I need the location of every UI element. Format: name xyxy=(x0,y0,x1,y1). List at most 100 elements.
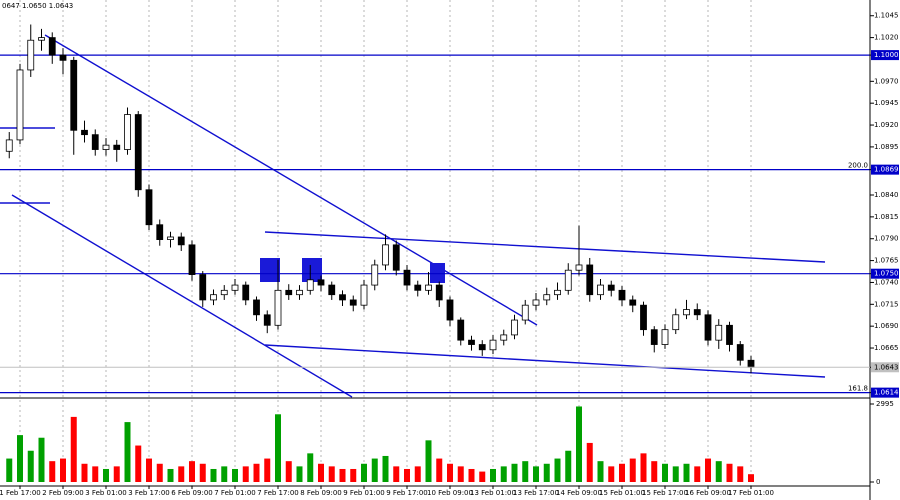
candle-body xyxy=(177,236,185,246)
candle-body xyxy=(693,309,701,316)
volume-bar xyxy=(361,463,367,482)
volume-bar xyxy=(232,468,238,482)
candle-body xyxy=(27,39,35,71)
candle-body xyxy=(500,334,508,341)
candle-body xyxy=(618,289,626,301)
level-label-bg xyxy=(871,164,899,175)
level-label-bg xyxy=(871,387,899,398)
candle-body xyxy=(285,289,293,296)
volume-bar xyxy=(70,416,77,482)
x-tick-label: 2 Feb 09:00 xyxy=(42,489,83,497)
candle-body xyxy=(457,319,465,341)
marks xyxy=(5,24,755,482)
candle-body xyxy=(242,284,250,301)
level-note: 161.8 xyxy=(848,385,868,393)
volume-bar xyxy=(404,468,410,482)
candle-body xyxy=(124,114,131,150)
plot xyxy=(0,34,870,398)
level-label-bg xyxy=(871,268,899,279)
candle-body xyxy=(425,284,432,291)
volume-bar xyxy=(371,458,378,482)
volume-bar xyxy=(597,461,604,482)
volume-bar xyxy=(554,458,561,482)
candle-body xyxy=(704,314,712,341)
volume-bar xyxy=(178,466,185,482)
volume-bar xyxy=(672,466,679,482)
signal-marker xyxy=(430,263,445,283)
volume-bar xyxy=(500,466,507,482)
x-tick-label: 9 Feb 01:00 xyxy=(343,489,384,497)
y-tick-label: 1.0665 xyxy=(874,344,899,352)
candle-body xyxy=(188,244,196,275)
volume-bar xyxy=(339,468,346,482)
volume-bar xyxy=(726,463,733,482)
volume-bar xyxy=(264,458,271,482)
y-tick-label: 1.0643 xyxy=(874,363,899,371)
y-tick-label: 1.1045 xyxy=(874,12,899,20)
x-tick-label: 17 Feb 01:00 xyxy=(728,489,774,497)
candle-body xyxy=(59,54,67,61)
volume-bar xyxy=(382,455,389,482)
volume-bar xyxy=(210,468,217,482)
candle-body xyxy=(81,129,88,136)
y-tick-label: 1.0869 xyxy=(874,166,899,174)
volume-bar xyxy=(436,458,443,482)
candle-body xyxy=(726,324,733,345)
y-tick-label: 1.0945 xyxy=(874,99,899,107)
volume-tick-label: 0 xyxy=(876,478,880,486)
candle-body xyxy=(102,144,110,150)
candle-body xyxy=(478,344,486,351)
candle-body xyxy=(736,344,744,361)
volume-bar xyxy=(350,468,357,482)
volume-bar xyxy=(576,406,582,482)
volume-bar xyxy=(103,468,109,482)
candle-body xyxy=(253,299,260,316)
candle-body xyxy=(650,329,658,345)
candle-body xyxy=(134,114,142,191)
grid xyxy=(19,0,752,486)
trend-line xyxy=(264,231,826,263)
volume-bar xyxy=(6,458,13,482)
volume-bar xyxy=(640,453,647,482)
volume-bar xyxy=(199,463,206,482)
candle-body xyxy=(167,236,174,240)
trend-line xyxy=(11,194,353,398)
candle-body xyxy=(403,269,411,286)
y-tick-label: 1.0840 xyxy=(874,191,899,199)
x-tick-label: 14 Feb 09:00 xyxy=(556,489,602,497)
level-note: 200.0 xyxy=(848,162,868,170)
x-tick-label: 15 Feb 01:00 xyxy=(599,489,645,497)
x-tick-label: 13 Feb 01:00 xyxy=(470,489,516,497)
x-tick-label: 16 Feb 09:00 xyxy=(685,489,731,497)
candle-body xyxy=(435,284,443,301)
volume-bar xyxy=(221,466,228,482)
candle-body xyxy=(339,294,346,301)
volume-bar xyxy=(156,463,163,482)
volume-bar xyxy=(511,463,518,482)
volume-bar xyxy=(242,466,249,482)
volume-bar xyxy=(565,450,572,482)
candle-body xyxy=(511,319,518,336)
candle-body xyxy=(672,314,680,331)
volume-bar xyxy=(737,466,744,482)
candle-body xyxy=(199,274,207,301)
candle-body xyxy=(70,59,78,131)
candle-body xyxy=(156,224,164,240)
volume-bar xyxy=(586,442,593,482)
candle-body xyxy=(382,244,389,266)
candle-body xyxy=(629,299,637,306)
volume-bar xyxy=(468,468,475,482)
level-label-bg xyxy=(871,50,899,61)
volume-bar xyxy=(49,461,56,482)
volume-bar xyxy=(543,463,550,482)
x-tick-label: 1 Feb 17:00 xyxy=(0,489,41,497)
x-tick-label: 10 Feb 09:00 xyxy=(427,489,473,497)
y-tick-label: 1.1000 xyxy=(874,51,899,59)
candle-body xyxy=(747,359,755,368)
candle-body xyxy=(274,289,282,326)
volume-tick-label: 2995 xyxy=(876,400,894,408)
x-tick-label: 8 Feb 09:00 xyxy=(300,489,341,497)
volume-bar xyxy=(748,474,754,482)
volume-bar xyxy=(694,466,701,482)
candle-body xyxy=(328,284,336,296)
